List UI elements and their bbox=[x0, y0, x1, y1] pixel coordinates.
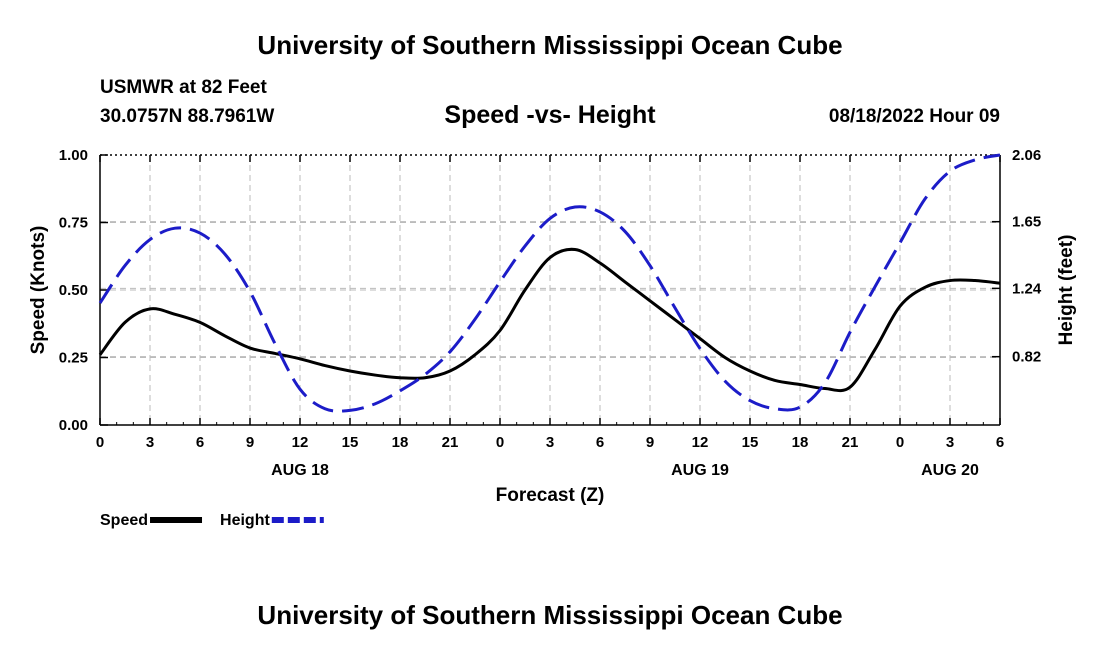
x-tick-label: 0 bbox=[896, 434, 904, 451]
grid-layer bbox=[100, 155, 1000, 425]
label-layer: 0 3 6 9 12 15 18 21 0 3 6 9 12 15 18 21 0 3 6 AUG 18 AUG 19 A… bbox=[28, 147, 1077, 506]
y-tick-label: 0.50 bbox=[59, 282, 88, 299]
y2-tick-label: 0.82 bbox=[1012, 349, 1041, 366]
date-label: AUG 19 bbox=[671, 462, 729, 479]
x-tick-label: 0 bbox=[496, 434, 504, 451]
date-label: AUG 18 bbox=[271, 462, 329, 479]
y2-tick-label: 2.06 bbox=[1012, 147, 1041, 164]
y2-tick-label: 1.65 bbox=[1012, 214, 1041, 231]
legend: Speed Height bbox=[100, 512, 324, 529]
legend-label-height: Height bbox=[220, 512, 270, 529]
x-tick-label: 18 bbox=[392, 434, 409, 451]
y-tick-label: 0.75 bbox=[59, 215, 88, 232]
y-tick-label: 0.25 bbox=[59, 350, 88, 367]
x-tick-label: 9 bbox=[646, 434, 654, 451]
axis-layer bbox=[99, 154, 1001, 426]
x-tick-label: 3 bbox=[546, 434, 554, 451]
x-tick-label: 12 bbox=[692, 434, 709, 451]
series-layer bbox=[98, 153, 1001, 413]
x-tick-label: 9 bbox=[246, 434, 254, 451]
x-tick-label: 6 bbox=[596, 434, 604, 451]
series-line-speed bbox=[98, 247, 1001, 393]
series-line-height bbox=[98, 153, 1001, 413]
x-axis-label: Forecast (Z) bbox=[496, 485, 605, 506]
x-tick-label: 21 bbox=[442, 434, 459, 451]
x-tick-label: 21 bbox=[842, 434, 859, 451]
x-tick-label: 15 bbox=[742, 434, 759, 451]
x-tick-label: 0 bbox=[96, 434, 104, 451]
legend-label-speed: Speed bbox=[100, 512, 148, 529]
date-label: 08/18/2022 Hour 09 bbox=[828, 106, 1000, 127]
x-tick-label: 15 bbox=[342, 434, 359, 451]
y-axis-label: Speed (Knots) bbox=[28, 226, 49, 355]
x-tick-label: 6 bbox=[196, 434, 204, 451]
date-label: AUG 20 bbox=[921, 462, 979, 479]
y-tick-label: 1.00 bbox=[59, 147, 88, 164]
x-tick-label: 12 bbox=[292, 434, 309, 451]
station-label: USMWR at 82 Feet bbox=[100, 77, 267, 98]
y2-tick-label: 1.24 bbox=[1012, 280, 1042, 297]
y-tick-label: 0.00 bbox=[59, 417, 88, 434]
x-tick-label: 3 bbox=[946, 434, 954, 451]
bottom-title: University of Southern Mississippi Ocean… bbox=[257, 600, 843, 630]
coordinates-label: 30.0757N 88.7961W bbox=[100, 106, 275, 127]
x-tick-label: 3 bbox=[146, 434, 154, 451]
x-tick-label: 18 bbox=[792, 434, 809, 451]
y2-axis-label: Height (feet) bbox=[1056, 235, 1077, 346]
page-title: University of Southern Mississippi Ocean… bbox=[257, 30, 843, 60]
x-tick-label: 6 bbox=[996, 434, 1004, 451]
chart-title: Speed -vs- Height bbox=[444, 101, 656, 129]
